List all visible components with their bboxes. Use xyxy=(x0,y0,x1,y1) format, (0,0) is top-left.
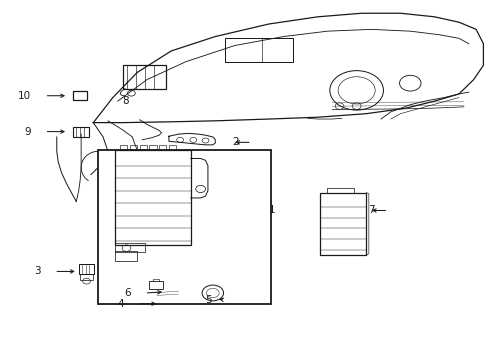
Text: 1: 1 xyxy=(268,206,275,216)
Text: 2: 2 xyxy=(231,138,238,147)
Bar xyxy=(327,188,353,193)
Bar xyxy=(149,282,163,289)
Text: 9: 9 xyxy=(25,127,31,136)
Bar xyxy=(115,243,144,252)
Bar xyxy=(80,274,93,280)
Text: 10: 10 xyxy=(18,91,31,101)
Text: 6: 6 xyxy=(124,288,131,298)
Bar xyxy=(224,39,293,62)
Bar xyxy=(120,145,127,149)
Text: 3: 3 xyxy=(35,266,41,276)
Bar xyxy=(140,145,147,149)
Bar xyxy=(320,193,366,255)
Text: 8: 8 xyxy=(122,96,129,106)
Bar xyxy=(73,91,87,100)
Bar xyxy=(159,145,166,149)
Text: 7: 7 xyxy=(368,206,374,216)
Bar xyxy=(149,145,157,149)
Text: 5: 5 xyxy=(205,295,211,305)
Bar xyxy=(79,264,94,274)
Bar xyxy=(73,127,89,136)
Bar xyxy=(122,65,166,89)
Bar xyxy=(98,149,271,304)
Bar xyxy=(115,251,137,261)
Bar xyxy=(115,149,190,244)
Bar xyxy=(168,145,176,149)
Text: 4: 4 xyxy=(117,299,124,309)
Bar xyxy=(130,145,137,149)
